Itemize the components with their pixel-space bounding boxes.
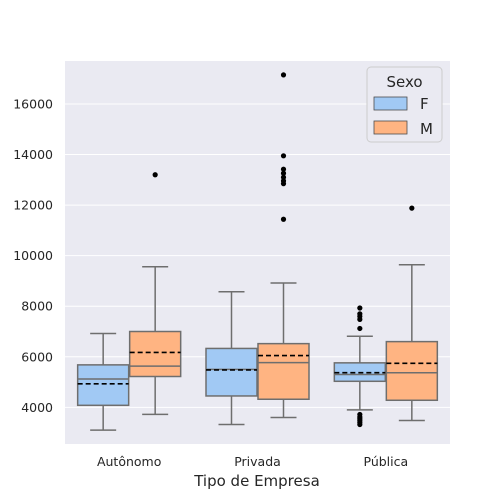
x-tick-label: Privada — [234, 454, 281, 469]
y-tick-label: 12000 — [13, 198, 53, 213]
iqr-box — [128, 330, 182, 378]
iqr-box — [385, 340, 439, 402]
box-m-2 — [385, 205, 439, 422]
box-groups — [76, 72, 439, 431]
legend-swatch-f — [373, 96, 408, 111]
x-tick-label: Pública — [364, 454, 409, 469]
outlier-point — [280, 153, 287, 159]
outlier-point — [357, 316, 363, 322]
y-tick-label: 8000 — [21, 299, 53, 314]
legend-label-f: F — [420, 95, 429, 113]
outlier-point — [280, 181, 287, 187]
iqr-box — [257, 342, 310, 401]
legend-swatch-m — [373, 120, 408, 135]
y-tick-label: 4000 — [21, 400, 53, 415]
iqr-box — [205, 347, 258, 397]
box-f-1 — [205, 291, 258, 426]
box-f-0 — [76, 332, 130, 431]
box-m-0 — [128, 172, 182, 416]
legend: Sexo F M — [366, 66, 443, 143]
outlier-point — [357, 325, 363, 332]
iqr-box — [76, 364, 130, 407]
outlier-point — [357, 305, 363, 311]
outlier-point — [280, 170, 287, 176]
outlier-point — [152, 172, 158, 178]
y-tick-label: 6000 — [21, 349, 53, 364]
outlier-point — [280, 216, 287, 222]
outlier-point — [409, 205, 415, 211]
legend-label-m: M — [420, 120, 433, 138]
box-m-1 — [257, 72, 310, 419]
y-tick-labels: 4000 6000 8000 10000 12000 14000 16000 — [13, 96, 53, 414]
outlier-point — [280, 166, 287, 172]
y-tick-label: 16000 — [13, 96, 53, 111]
box-f-2 — [333, 305, 387, 428]
x-axis-label: Tipo de Empresa — [193, 472, 320, 490]
outlier-point — [280, 72, 287, 78]
x-tick-label: Autônomo — [97, 454, 161, 469]
y-tick-label: 14000 — [13, 147, 53, 162]
y-tick-label: 10000 — [13, 248, 53, 263]
outlier-point — [357, 421, 363, 428]
legend-title: Sexo — [386, 73, 422, 91]
x-tick-labels: Autônomo Privada Pública — [97, 454, 408, 469]
